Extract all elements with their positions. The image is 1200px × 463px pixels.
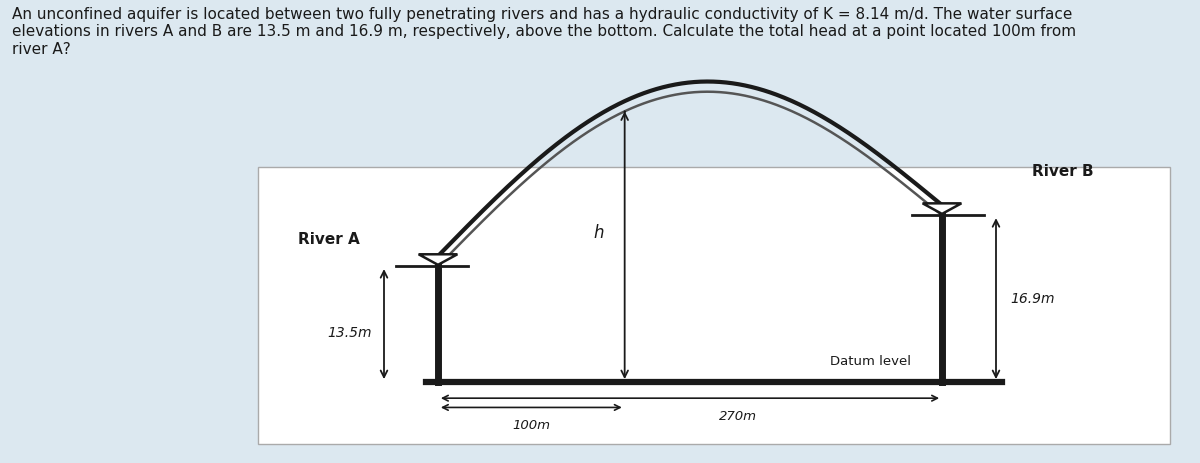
Text: 16.9m: 16.9m bbox=[1010, 292, 1055, 306]
Text: River B: River B bbox=[1032, 164, 1093, 179]
Text: 100m: 100m bbox=[512, 419, 551, 432]
Text: 270m: 270m bbox=[719, 410, 757, 423]
Text: 13.5m: 13.5m bbox=[328, 326, 372, 340]
Text: River A: River A bbox=[299, 232, 360, 247]
Bar bbox=[258, 167, 1170, 444]
Text: h: h bbox=[593, 224, 604, 242]
Polygon shape bbox=[923, 203, 961, 214]
Text: Datum level: Datum level bbox=[829, 355, 911, 368]
Text: An unconfined aquifer is located between two fully penetrating rivers and has a : An unconfined aquifer is located between… bbox=[12, 7, 1076, 57]
Polygon shape bbox=[419, 254, 457, 265]
